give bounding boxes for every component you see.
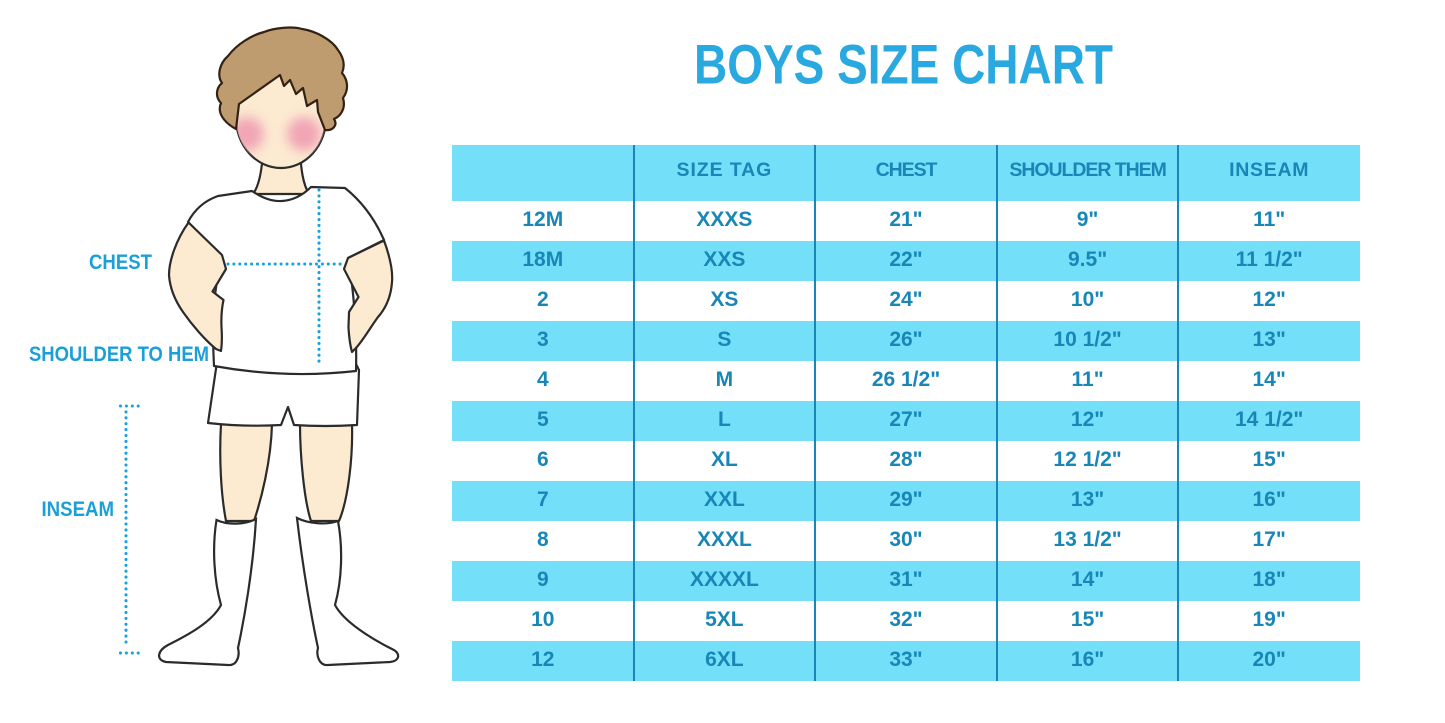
svg-text:INSEAM: INSEAM xyxy=(42,497,115,521)
svg-text:BOYS SIZE CHART: BOYS SIZE CHART xyxy=(694,33,1113,96)
svg-text:SHOULDER TO HEM: SHOULDER TO HEM xyxy=(29,342,209,366)
svg-text:CHEST: CHEST xyxy=(89,250,152,274)
